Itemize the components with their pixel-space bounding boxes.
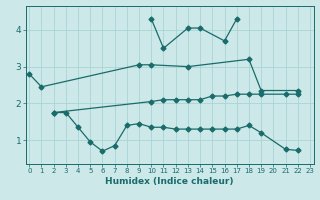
X-axis label: Humidex (Indice chaleur): Humidex (Indice chaleur) xyxy=(105,177,234,186)
